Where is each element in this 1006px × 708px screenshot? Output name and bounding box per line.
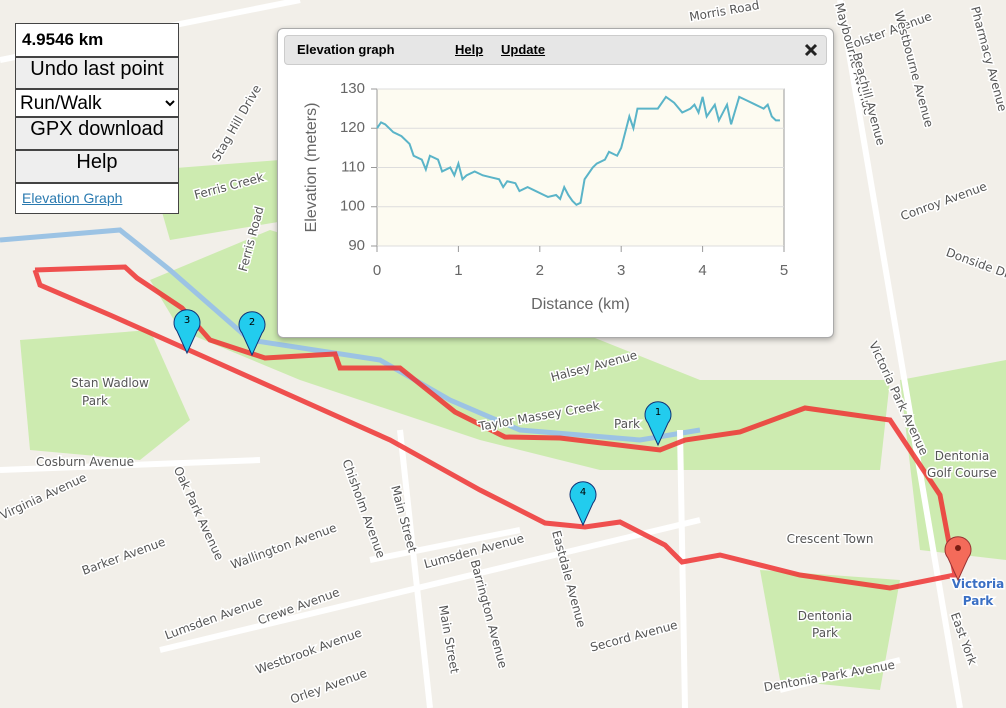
- end-marker-dot: [955, 545, 961, 551]
- map-label: Main Street: [436, 604, 462, 675]
- marker-label: 1: [655, 407, 661, 418]
- map-label: Park: [812, 626, 838, 640]
- map-label: Virginia Avenue: [0, 470, 89, 522]
- end-marker: [944, 536, 972, 582]
- elevation-panel: Elevation graph Help Update 90 100 110 120 1…: [277, 28, 834, 338]
- close-icon[interactable]: [804, 43, 818, 57]
- panel-update[interactable]: Update: [501, 42, 546, 57]
- marker-label: 4: [580, 487, 586, 498]
- y-axis-label: Elevation (meters): [303, 103, 320, 233]
- x-tick-label: 0: [373, 262, 381, 279]
- route-marker[interactable]: 1: [644, 401, 672, 447]
- map-label: Oak Park Avenue: [171, 464, 227, 562]
- water: [0, 227, 701, 443]
- map-label: Cosburn Avenue: [36, 455, 134, 469]
- route-marker[interactable]: 4: [569, 481, 597, 527]
- map-label: Stag Hill Drive: [209, 82, 264, 163]
- map-label: Morris Road: [688, 0, 760, 24]
- help-button[interactable]: Help: [15, 150, 179, 183]
- marker-label: 2: [249, 317, 255, 328]
- marker-pin: [173, 309, 201, 355]
- y-tick-label: 90: [348, 237, 365, 254]
- x-axis-label: Distance (km): [531, 296, 630, 313]
- x-tick-label: 4: [698, 262, 706, 279]
- map-label: Golf Course: [927, 466, 997, 480]
- map-label: Orley Avenue: [288, 666, 369, 707]
- route-marker[interactable]: 3: [173, 309, 201, 355]
- map-label: Crescent Town: [787, 532, 874, 546]
- marker-pin: [238, 311, 266, 357]
- x-tick-label: 5: [780, 262, 788, 279]
- map-label: Main Street: [388, 484, 419, 554]
- map-label: Victoria: [952, 577, 1004, 591]
- route: [32, 264, 958, 591]
- map-label: Crewe Avenue: [256, 585, 342, 628]
- y-tick-label: 130: [340, 80, 365, 97]
- map-label: Stan Wadlow: [71, 376, 149, 390]
- map-label: Barker Avenue: [80, 535, 167, 578]
- mode-select[interactable]: Run/Walk: [15, 89, 179, 117]
- marker-pin: [644, 401, 672, 447]
- x-tick-label: 2: [536, 262, 544, 279]
- map-label: Dentonia: [935, 449, 990, 463]
- elevation-chart: 90 100 110 120 130 0 1 2 3 4 5 Distance (km) Elevati…: [303, 80, 788, 313]
- panel-header: Elevation graph Help Update: [284, 35, 827, 65]
- map-label: Conroy Avenue: [899, 179, 989, 223]
- map-label: Park: [82, 394, 108, 408]
- panel-title: Elevation graph: [297, 42, 395, 57]
- marker-label: 3: [184, 315, 190, 326]
- map-label: Park: [614, 417, 640, 431]
- map-label: Wallington Avenue: [229, 521, 339, 572]
- elevation-line: [376, 95, 780, 206]
- panel-help[interactable]: Help: [455, 42, 484, 57]
- marker-pin: [569, 481, 597, 527]
- map-label: Westbrook Avenue: [254, 626, 364, 677]
- y-tick-label: 120: [340, 119, 365, 136]
- distance: 4.9546 km: [15, 23, 179, 57]
- map-label: Secord Avenue: [589, 618, 679, 655]
- map-label: Pharmacy Avenue: [968, 5, 1006, 113]
- route-marker[interactable]: 2: [238, 311, 266, 357]
- map-label: Chisholm Avenue: [339, 457, 388, 559]
- x-tick-label: 1: [454, 262, 462, 279]
- undo-button[interactable]: Undo last point: [15, 57, 179, 89]
- map-label: Park: [963, 594, 994, 608]
- map-label: Donside Drive: [944, 245, 1006, 287]
- map-label: Barrington Avenue: [468, 558, 510, 670]
- gpx-button[interactable]: GPX download: [15, 117, 179, 150]
- x-tick-label: 3: [617, 262, 625, 279]
- y-tick-label: 110: [341, 158, 365, 175]
- map-label: Eastdale Avenue: [549, 529, 588, 629]
- y-tick-label: 100: [340, 198, 365, 215]
- roads: [0, 0, 963, 708]
- map-label: Dentonia: [798, 609, 853, 623]
- elevation-link[interactable]: Elevation Graph: [15, 183, 179, 214]
